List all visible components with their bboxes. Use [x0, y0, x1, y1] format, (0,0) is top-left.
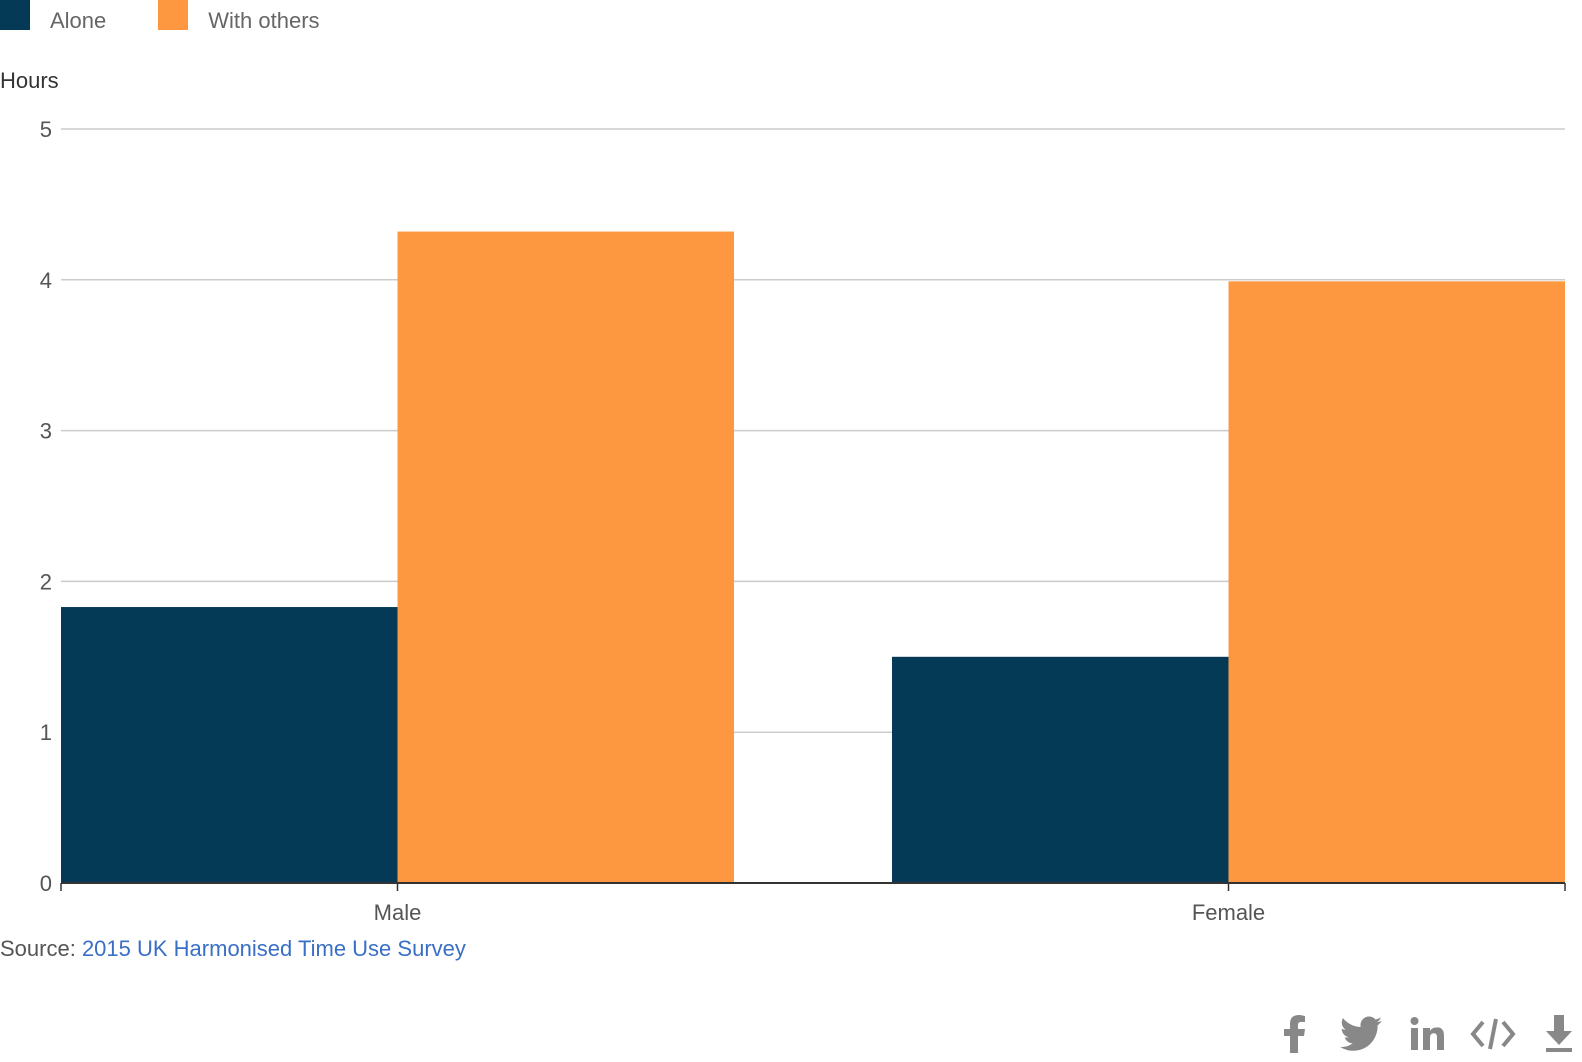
download-icon[interactable] [1536, 1012, 1582, 1056]
x-tick-label: Male [374, 900, 422, 925]
legend-label-alone: Alone [50, 8, 107, 33]
source-link[interactable]: 2015 UK Harmonised Time Use Survey [81, 936, 466, 961]
bar-with-others-female [1228, 281, 1565, 883]
y-tick-label: 0 [40, 871, 52, 896]
bar-alone-male [61, 607, 398, 883]
chart-legend: Alone With others [0, 0, 372, 44]
legend-swatch-with-others [158, 0, 189, 30]
bar-with-others-male [397, 231, 734, 883]
legend-item-with-others[interactable]: With others [158, 0, 320, 34]
y-tick-label: 4 [40, 268, 52, 293]
source-prefix: Source: [0, 936, 82, 961]
share-toolbar [1272, 1012, 1582, 1056]
x-tick-label: Female [1192, 900, 1265, 925]
embed-icon[interactable] [1470, 1012, 1516, 1056]
twitter-icon[interactable] [1338, 1012, 1384, 1056]
legend-label-with-others: With others [208, 8, 320, 33]
bar-chart: 0 1 2 3 4 5 Male Female [40, 117, 1566, 925]
legend-item-alone[interactable]: Alone [0, 0, 106, 34]
y-axis-title: Hours [0, 68, 59, 93]
y-tick-label: 1 [40, 720, 52, 745]
y-tick-label: 2 [40, 569, 52, 594]
facebook-icon[interactable] [1272, 1012, 1318, 1056]
legend-swatch-alone [0, 0, 30, 30]
y-tick-label: 3 [40, 419, 52, 444]
bar-alone-female [892, 656, 1229, 883]
linkedin-icon[interactable] [1404, 1012, 1450, 1056]
source-note: Source: 2015 UK Harmonised Time Use Surv… [0, 936, 466, 962]
y-tick-label: 5 [40, 117, 52, 142]
